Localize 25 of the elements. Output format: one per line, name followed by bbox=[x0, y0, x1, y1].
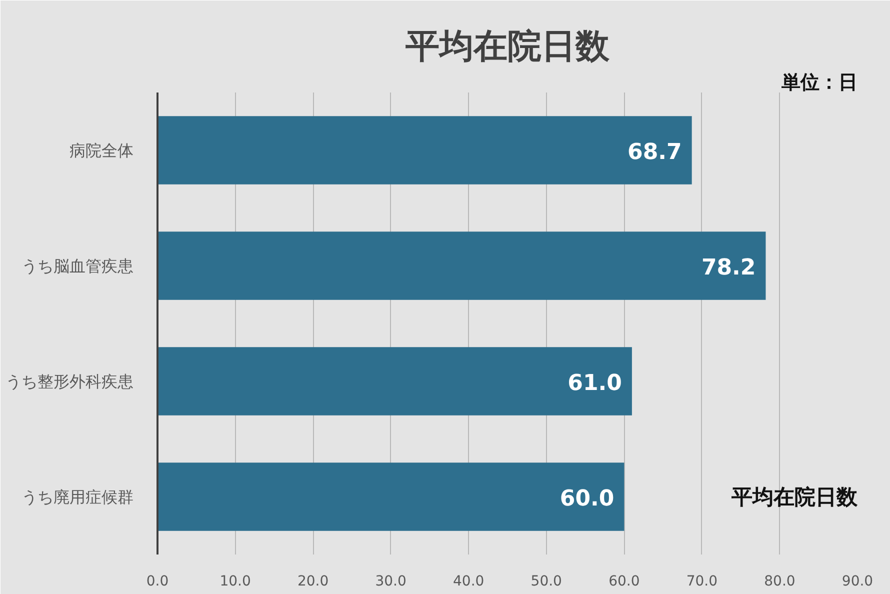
x-tick-label: 30.0 bbox=[375, 574, 406, 590]
x-tick-label: 20.0 bbox=[297, 574, 329, 590]
data-label: 68.7 bbox=[628, 140, 682, 165]
x-tick-label: 90.0 bbox=[842, 574, 874, 590]
chart-title: 平均在院日数 bbox=[404, 26, 610, 66]
y-tick-label: うち整形外科疾患 bbox=[6, 372, 134, 391]
x-tick-label: 60.0 bbox=[608, 574, 640, 590]
bar bbox=[158, 347, 632, 416]
x-tick-label: 50.0 bbox=[530, 574, 562, 590]
y-tick-label: うち脳血管疾患 bbox=[22, 256, 134, 276]
data-label: 78.2 bbox=[701, 255, 756, 280]
x-tick-label: 80.0 bbox=[764, 574, 796, 590]
data-label: 60.0 bbox=[560, 486, 614, 512]
bar bbox=[158, 232, 766, 300]
annotation: 平均在院日数 bbox=[730, 484, 858, 509]
bar bbox=[158, 462, 624, 531]
y-tick-label: 病院全体 bbox=[70, 140, 134, 160]
data-label: 61.0 bbox=[568, 370, 622, 396]
x-tick-label: 10.0 bbox=[220, 574, 251, 590]
bar bbox=[158, 116, 692, 184]
x-tick-label: 0.0 bbox=[146, 574, 169, 590]
x-tick-label: 70.0 bbox=[686, 574, 718, 590]
x-tick-label: 40.0 bbox=[453, 574, 484, 590]
annotation: 単位：日 bbox=[780, 72, 858, 94]
y-tick-label: うち廃用症候群 bbox=[22, 487, 134, 506]
